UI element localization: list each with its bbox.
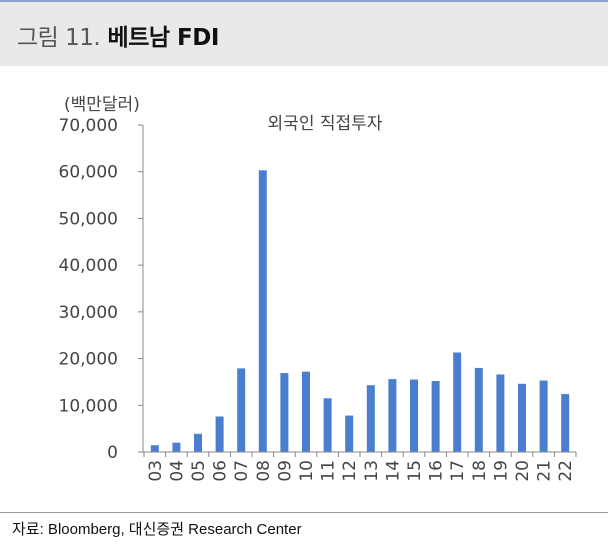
bar-19 (496, 374, 505, 452)
y-tick-label: 70,000 (59, 116, 118, 136)
bar-09 (280, 373, 289, 452)
bar-22 (561, 394, 570, 452)
x-axis: 03 04 05 06 07 08 09 10 11 12 13 14 15 16 17 18 19 20 21 22 (143, 451, 577, 482)
bar-06 (215, 416, 224, 452)
bar-13 (366, 385, 375, 452)
y-tick-label: 20,000 (59, 350, 118, 370)
y-tick-label: 50,000 (59, 209, 118, 229)
bar-10 (302, 371, 310, 452)
bar-14 (388, 379, 397, 452)
x-tick-label: 10 (297, 460, 317, 482)
figure-header: 그림 11. 베트남 FDI (0, 2, 608, 66)
bar-07 (237, 368, 246, 452)
x-tick-label: 04 (167, 460, 187, 482)
bottom-rule (0, 512, 608, 513)
bars (150, 170, 570, 452)
y-tick-label: 30,000 (59, 303, 118, 323)
y-tick-label: 0 (107, 443, 118, 463)
y-tick-label: 60,000 (59, 163, 118, 183)
bar-03 (150, 445, 159, 452)
x-tick-label: 20 (513, 460, 533, 482)
figure-label: 그림 11. (17, 25, 101, 51)
bar-05 (194, 433, 202, 452)
bar-20 (518, 383, 526, 452)
bar-chart: (백만달러) 외국인 직접투자 0 10,000 20,000 30,000 40,00… (59, 95, 577, 482)
x-tick-label: 16 (427, 460, 447, 482)
x-tick-label: 13 (362, 460, 382, 482)
x-tick-label: 11 (319, 460, 339, 482)
bar-04 (172, 442, 181, 452)
bar-15 (410, 379, 418, 452)
x-tick-label: 03 (146, 460, 166, 482)
x-tick-label: 19 (491, 460, 511, 482)
y-axis-label: (백만달러) (64, 95, 140, 115)
figure-title: 베트남 FDI (107, 25, 220, 51)
x-tick-label: 05 (189, 460, 209, 482)
chart-title: 외국인 직접투자 (268, 114, 383, 134)
y-tick-label: 40,000 (59, 256, 118, 276)
x-tick-label: 09 (275, 460, 295, 482)
source-note: 자료: Bloomberg, 대신증권 Research Center (12, 521, 302, 538)
x-tick-label: 07 (232, 460, 252, 482)
bar-08 (258, 170, 267, 452)
x-tick-label: 15 (405, 460, 425, 482)
y-axis: 0 10,000 20,000 30,000 40,000 50,000 60,000 70,… (59, 116, 144, 463)
bar-18 (474, 367, 483, 452)
x-tick-label: 14 (383, 460, 403, 482)
bar-12 (345, 415, 354, 452)
bar-16 (431, 380, 440, 452)
top-rule (0, 0, 608, 2)
y-tick-label: 10,000 (59, 396, 118, 416)
x-tick-label: 12 (340, 460, 360, 482)
bar-17 (453, 352, 462, 452)
x-tick-label: 17 (448, 460, 468, 482)
bar-21 (539, 380, 548, 452)
x-tick-label: 18 (470, 460, 490, 482)
x-tick-label: 22 (556, 460, 576, 482)
x-tick-label: 21 (535, 460, 555, 482)
x-tick-label: 08 (254, 460, 274, 482)
bar-11 (323, 398, 332, 452)
x-tick-label: 06 (211, 460, 231, 482)
